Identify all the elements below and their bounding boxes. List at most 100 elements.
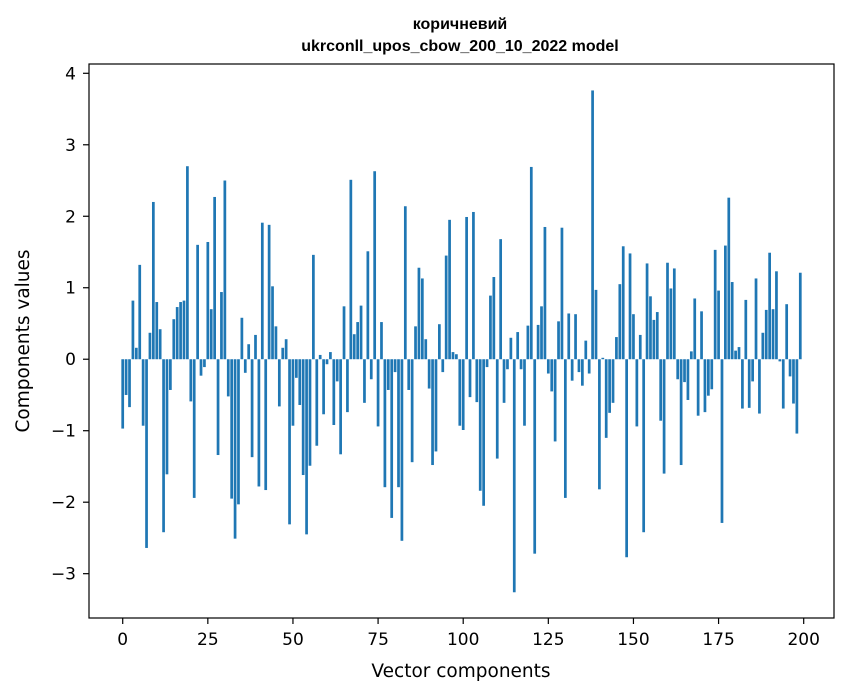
bar-155 <box>649 296 652 360</box>
bar-187 <box>758 359 761 414</box>
bar-163 <box>676 359 680 380</box>
bar-25 <box>206 241 210 360</box>
bar-49 <box>288 359 291 525</box>
bar-150 <box>632 314 635 360</box>
bar-75 <box>376 359 380 427</box>
bar-165 <box>683 359 686 383</box>
bar-55 <box>308 359 312 466</box>
bar-94 <box>441 359 445 373</box>
bar-136 <box>584 340 588 360</box>
bar-6 <box>141 359 145 426</box>
bar-147 <box>621 246 625 360</box>
y-axis-ticks: 4 3 2 1 0 −1 −2 −3 <box>51 64 89 585</box>
bar-119 <box>526 325 530 360</box>
bar-90 <box>427 359 431 389</box>
bar-99 <box>458 359 462 426</box>
bar-171 <box>703 359 707 413</box>
bar-145 <box>615 337 618 360</box>
bar-23 <box>199 359 203 376</box>
bar-65 <box>342 306 346 360</box>
bar-159 <box>662 359 666 474</box>
bar-162 <box>672 268 676 360</box>
bar-89 <box>424 339 428 360</box>
bar-48 <box>284 339 288 360</box>
bar-104 <box>475 359 479 403</box>
bar-81 <box>397 359 400 488</box>
bar-135 <box>581 359 584 386</box>
bar-164 <box>679 359 683 466</box>
chart-title-line2: ukrconll_upos_cbow_200_10_2022 model <box>301 38 618 55</box>
bar-188 <box>761 332 765 360</box>
bar-64 <box>339 359 342 455</box>
bar-5 <box>138 264 142 360</box>
bar-4 <box>134 347 138 360</box>
bar-125 <box>546 359 550 374</box>
bar-110 <box>495 359 499 459</box>
bar-157 <box>655 312 659 360</box>
bar-71 <box>363 359 366 403</box>
bar-112 <box>502 359 506 403</box>
bar-189 <box>764 309 768 360</box>
x-axis-label: Vector components <box>371 661 550 682</box>
bar-181 <box>737 347 741 360</box>
bar-38 <box>250 359 254 458</box>
bar-30 <box>223 180 227 360</box>
bar-105 <box>478 359 482 491</box>
bar-84 <box>407 359 411 390</box>
bar-41 <box>260 222 264 360</box>
bar-139 <box>594 289 598 360</box>
y-tick-label-2: 2 <box>65 207 76 227</box>
bar-195 <box>785 304 789 360</box>
x-tick-label-150: 150 <box>617 630 649 650</box>
bar-184 <box>747 359 751 408</box>
bar-66 <box>346 359 349 413</box>
bar-114 <box>509 337 513 360</box>
bar-121 <box>533 359 537 554</box>
bar-58 <box>318 354 322 360</box>
bar-74 <box>373 171 377 360</box>
bar-128 <box>557 321 560 360</box>
bar-34 <box>237 359 240 505</box>
bar-140 <box>598 359 601 490</box>
bar-198 <box>795 359 799 434</box>
bar-57 <box>315 359 319 446</box>
bar-76 <box>380 322 383 360</box>
bar-179 <box>730 282 734 360</box>
bar-133 <box>574 314 577 360</box>
bar-68 <box>352 334 356 360</box>
bar-50 <box>291 359 295 426</box>
bar-79 <box>390 359 394 518</box>
bar-186 <box>754 278 758 360</box>
bar-63 <box>335 359 339 382</box>
bar-17 <box>179 302 182 360</box>
bar-22 <box>196 244 199 360</box>
x-tick-label-125: 125 <box>532 630 564 650</box>
bar-16 <box>175 307 179 360</box>
x-tick-label-200: 200 <box>787 630 819 650</box>
bar-53 <box>301 359 305 476</box>
bar-116 <box>516 332 520 360</box>
bar-151 <box>635 359 639 427</box>
bar-29 <box>220 292 223 360</box>
bar-59 <box>322 359 325 415</box>
bar-167 <box>689 351 693 360</box>
bar-43 <box>267 224 271 360</box>
bar-102 <box>468 359 472 398</box>
bar-177 <box>724 245 727 360</box>
bar-19 <box>186 166 189 360</box>
bar-82 <box>400 359 404 541</box>
bar-21 <box>192 359 196 498</box>
bar-154 <box>645 263 649 360</box>
bar-131 <box>567 313 571 360</box>
bar-26 <box>209 309 213 360</box>
bar-103 <box>472 211 475 360</box>
bar-118 <box>523 359 526 426</box>
bar-183 <box>744 299 748 360</box>
y-tick-label-5: −1 <box>51 422 76 442</box>
bar-126 <box>550 359 554 392</box>
bar-11 <box>158 329 162 360</box>
y-tick-label-7: −3 <box>51 565 76 585</box>
bar-109 <box>492 277 496 360</box>
bar-148 <box>625 359 628 558</box>
